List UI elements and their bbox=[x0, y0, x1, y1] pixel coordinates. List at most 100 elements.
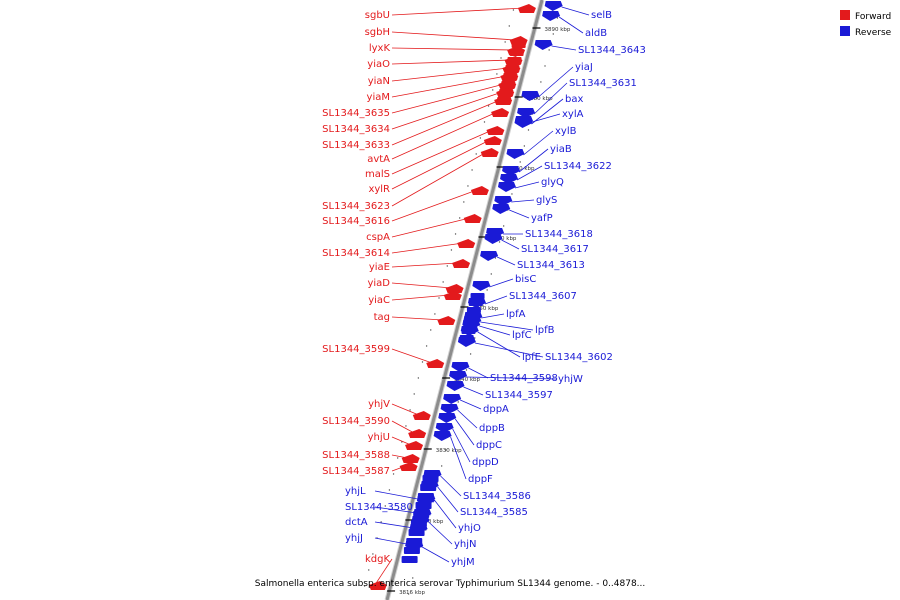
reverse-gene-label[interactable]: bisC bbox=[515, 274, 536, 285]
forward-gene-label[interactable]: lyxK bbox=[369, 43, 391, 54]
forward-gene-label[interactable]: xylR bbox=[368, 184, 390, 195]
reverse-gene-label[interactable]: glyQ bbox=[541, 177, 564, 188]
forward-gene-glyph[interactable] bbox=[463, 214, 482, 223]
forward-gene-label[interactable]: SL1344_3590 bbox=[322, 416, 390, 427]
reverse-gene-block[interactable] bbox=[410, 520, 427, 527]
reverse-gene-label[interactable]: lpfB bbox=[535, 325, 555, 336]
reverse-gene-label[interactable]: dppA bbox=[483, 404, 509, 415]
forward-gene-glyph[interactable] bbox=[445, 284, 464, 293]
reverse-gene-label[interactable]: yhjM bbox=[451, 557, 475, 568]
reverse-gene-label[interactable]: SL1344_3617 bbox=[521, 244, 589, 255]
reverse-gene-label[interactable]: yhjW bbox=[558, 374, 583, 385]
reverse-gene-block[interactable] bbox=[417, 493, 434, 500]
forward-gene-label[interactable]: yhjU bbox=[368, 432, 390, 443]
forward-gene-glyph[interactable] bbox=[443, 291, 462, 300]
reverse-gene-label[interactable]: SL1344_3643 bbox=[578, 45, 646, 56]
reverse-gene-glyph[interactable] bbox=[521, 91, 540, 101]
forward-gene-block[interactable] bbox=[499, 89, 514, 96]
forward-gene-label[interactable]: malS bbox=[365, 169, 390, 180]
forward-gene-label[interactable]: yiaC bbox=[368, 295, 390, 306]
forward-gene-glyph[interactable] bbox=[399, 462, 418, 471]
reverse-gene-glyph[interactable] bbox=[534, 40, 553, 50]
forward-gene-block[interactable] bbox=[505, 65, 520, 72]
reverse-gene-glyph[interactable] bbox=[449, 371, 468, 381]
reverse-gene-glyph[interactable] bbox=[484, 234, 503, 244]
reverse-gene-label[interactable]: SL1344_3631 bbox=[569, 78, 637, 89]
reverse-gene-glyph[interactable] bbox=[494, 196, 513, 206]
forward-gene-label[interactable]: SL1344_3635 bbox=[322, 108, 390, 119]
reverse-gene-label[interactable]: xylA bbox=[562, 109, 584, 120]
reverse-gene-glyph[interactable] bbox=[506, 149, 525, 159]
reverse-gene-block[interactable] bbox=[408, 529, 425, 536]
forward-gene-label[interactable]: SL1344_3616 bbox=[322, 216, 390, 227]
reverse-gene-glyph[interactable] bbox=[443, 394, 462, 404]
reverse-gene-glyph[interactable] bbox=[433, 431, 452, 441]
reverse-gene-glyph[interactable] bbox=[517, 108, 536, 118]
reverse-gene-block[interactable] bbox=[403, 547, 420, 554]
reverse-gene-glyph[interactable] bbox=[435, 423, 454, 433]
reverse-gene-label[interactable]: yhjL bbox=[345, 486, 366, 497]
forward-gene-glyph[interactable] bbox=[483, 136, 502, 145]
forward-gene-label[interactable]: yiaD bbox=[367, 278, 390, 289]
reverse-gene-glyph[interactable] bbox=[480, 251, 499, 261]
forward-gene-glyph[interactable] bbox=[412, 411, 431, 420]
forward-gene-block[interactable] bbox=[503, 73, 518, 80]
forward-gene-glyph[interactable] bbox=[470, 186, 489, 195]
forward-gene-glyph[interactable] bbox=[437, 316, 456, 325]
forward-gene-label[interactable]: yiaN bbox=[368, 76, 390, 87]
reverse-gene-label[interactable]: SL1344_3597 bbox=[485, 390, 553, 401]
reverse-gene-glyph[interactable] bbox=[502, 166, 521, 176]
reverse-gene-label[interactable]: yiaJ bbox=[575, 62, 593, 73]
reverse-gene-block[interactable] bbox=[470, 293, 485, 299]
forward-gene-block[interactable] bbox=[501, 81, 516, 88]
reverse-gene-label[interactable]: dppB bbox=[479, 423, 505, 434]
forward-gene-glyph[interactable] bbox=[486, 126, 505, 135]
reverse-gene-block[interactable] bbox=[461, 328, 476, 334]
forward-gene-glyph[interactable] bbox=[408, 429, 427, 438]
reverse-gene-label[interactable]: dppF bbox=[468, 474, 493, 485]
forward-gene-label[interactable]: avtA bbox=[367, 154, 390, 165]
reverse-gene-block[interactable] bbox=[459, 335, 474, 341]
reverse-gene-glyph[interactable] bbox=[440, 404, 459, 414]
forward-gene-glyph[interactable] bbox=[517, 4, 536, 13]
forward-gene-block[interactable] bbox=[497, 97, 512, 104]
reverse-gene-label[interactable]: xylB bbox=[555, 126, 577, 137]
reverse-gene-label[interactable]: SL1344_3580 bbox=[345, 502, 413, 513]
reverse-gene-glyph[interactable] bbox=[542, 11, 561, 21]
reverse-gene-glyph[interactable] bbox=[446, 381, 465, 391]
forward-gene-label[interactable]: SL1344_3587 bbox=[322, 466, 390, 477]
forward-gene-block[interactable] bbox=[509, 49, 524, 56]
reverse-gene-block[interactable] bbox=[468, 300, 483, 306]
reverse-gene-label[interactable]: SL1344_3607 bbox=[509, 291, 577, 302]
reverse-gene-block[interactable] bbox=[465, 314, 480, 320]
reverse-gene-label[interactable]: lpfC bbox=[512, 330, 532, 341]
forward-gene-label[interactable]: sgbH bbox=[365, 27, 390, 38]
reverse-gene-label[interactable]: SL1344_3622 bbox=[544, 161, 612, 172]
reverse-gene-block[interactable] bbox=[463, 321, 478, 327]
forward-gene-label[interactable]: SL1344_3633 bbox=[322, 140, 390, 151]
reverse-gene-label[interactable]: SL1344_3613 bbox=[517, 260, 585, 271]
reverse-gene-label[interactable]: aldB bbox=[585, 28, 607, 39]
forward-gene-label[interactable]: yhjV bbox=[368, 399, 390, 410]
forward-gene-glyph[interactable] bbox=[457, 239, 476, 248]
forward-gene-glyph[interactable] bbox=[368, 581, 387, 590]
forward-gene-glyph[interactable] bbox=[405, 441, 424, 450]
forward-gene-glyph[interactable] bbox=[491, 108, 510, 117]
forward-gene-label[interactable]: SL1344_3588 bbox=[322, 450, 390, 461]
reverse-gene-glyph[interactable] bbox=[500, 174, 519, 184]
reverse-gene-block[interactable] bbox=[422, 475, 439, 482]
forward-gene-label[interactable]: SL1344_3623 bbox=[322, 201, 390, 212]
forward-gene-label[interactable]: kdgK bbox=[365, 554, 390, 565]
reverse-gene-glyph[interactable] bbox=[451, 362, 470, 372]
reverse-gene-label[interactable]: selB bbox=[591, 10, 612, 21]
reverse-gene-label[interactable]: dppD bbox=[472, 457, 499, 468]
forward-gene-label[interactable]: SL1344_3614 bbox=[322, 248, 390, 259]
reverse-gene-block[interactable] bbox=[466, 307, 481, 313]
forward-gene-label[interactable]: sgbU bbox=[365, 10, 390, 21]
reverse-gene-label[interactable]: lpfA bbox=[506, 309, 526, 320]
forward-gene-block[interactable] bbox=[511, 41, 526, 48]
forward-gene-glyph[interactable] bbox=[401, 454, 420, 463]
reverse-gene-label[interactable]: SL1344_3598 bbox=[490, 373, 558, 384]
forward-gene-label[interactable]: SL1344_3634 bbox=[322, 124, 390, 135]
forward-gene-label[interactable]: cspA bbox=[366, 232, 390, 243]
